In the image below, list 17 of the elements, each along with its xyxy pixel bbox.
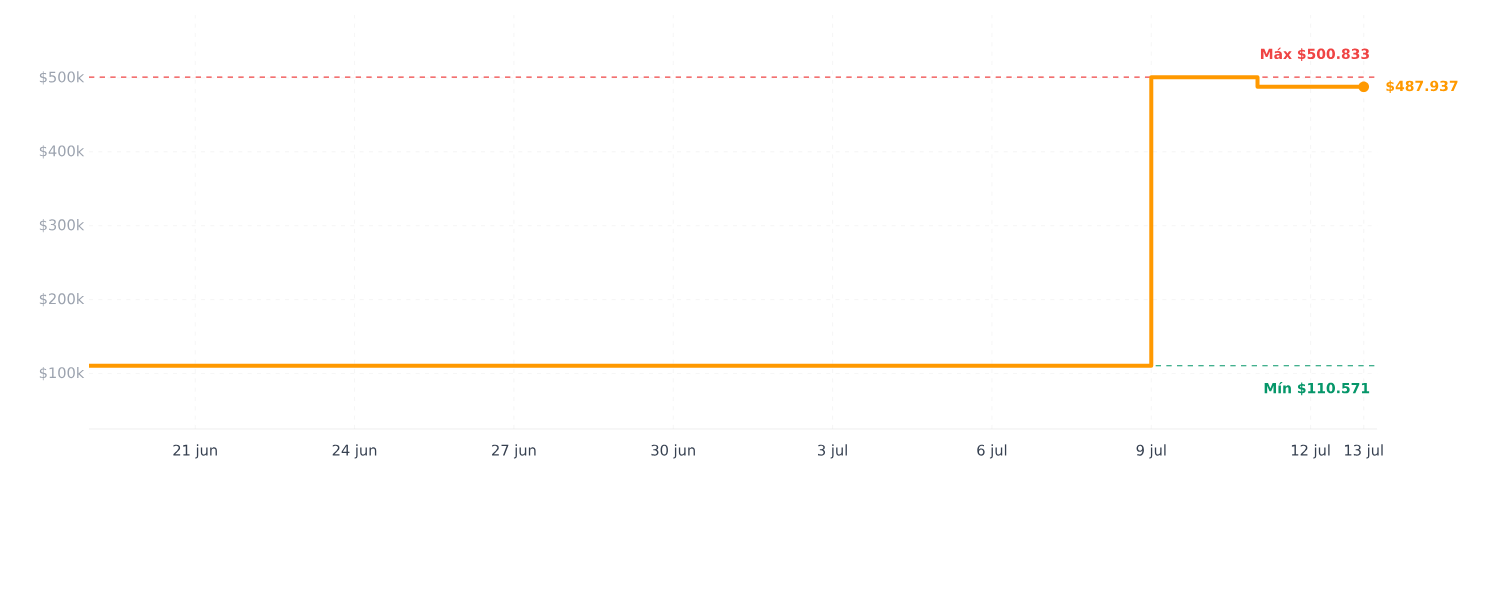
y-tick-label: $100k — [39, 366, 85, 381]
y-tick-label: $400k — [39, 145, 85, 159]
x-tick-label: 30 jun — [651, 444, 695, 459]
x-tick-label: 13 jul — [1345, 444, 1383, 459]
y-tick-label: $200k — [39, 293, 85, 307]
y-tick-label: $500k — [39, 71, 85, 85]
annotation: $487.937 — [1386, 80, 1458, 94]
y-tick-label: $300k — [39, 219, 85, 233]
x-tick-label: 12 jul — [1291, 444, 1330, 459]
x-tick-label: 6 jul — [977, 444, 1007, 459]
x-tick-label: 3 jul — [818, 444, 847, 459]
ref-line-label: Máx $500.833 — [1260, 47, 1369, 61]
x-tick-label: 24 jun — [332, 444, 377, 459]
ref-line-label: Mín $110.571 — [1264, 382, 1370, 396]
x-tick-label: 27 jun — [492, 444, 536, 459]
x-tick-label: 21 jun — [173, 444, 217, 459]
x-tick-label: 9 jul — [1136, 444, 1166, 459]
